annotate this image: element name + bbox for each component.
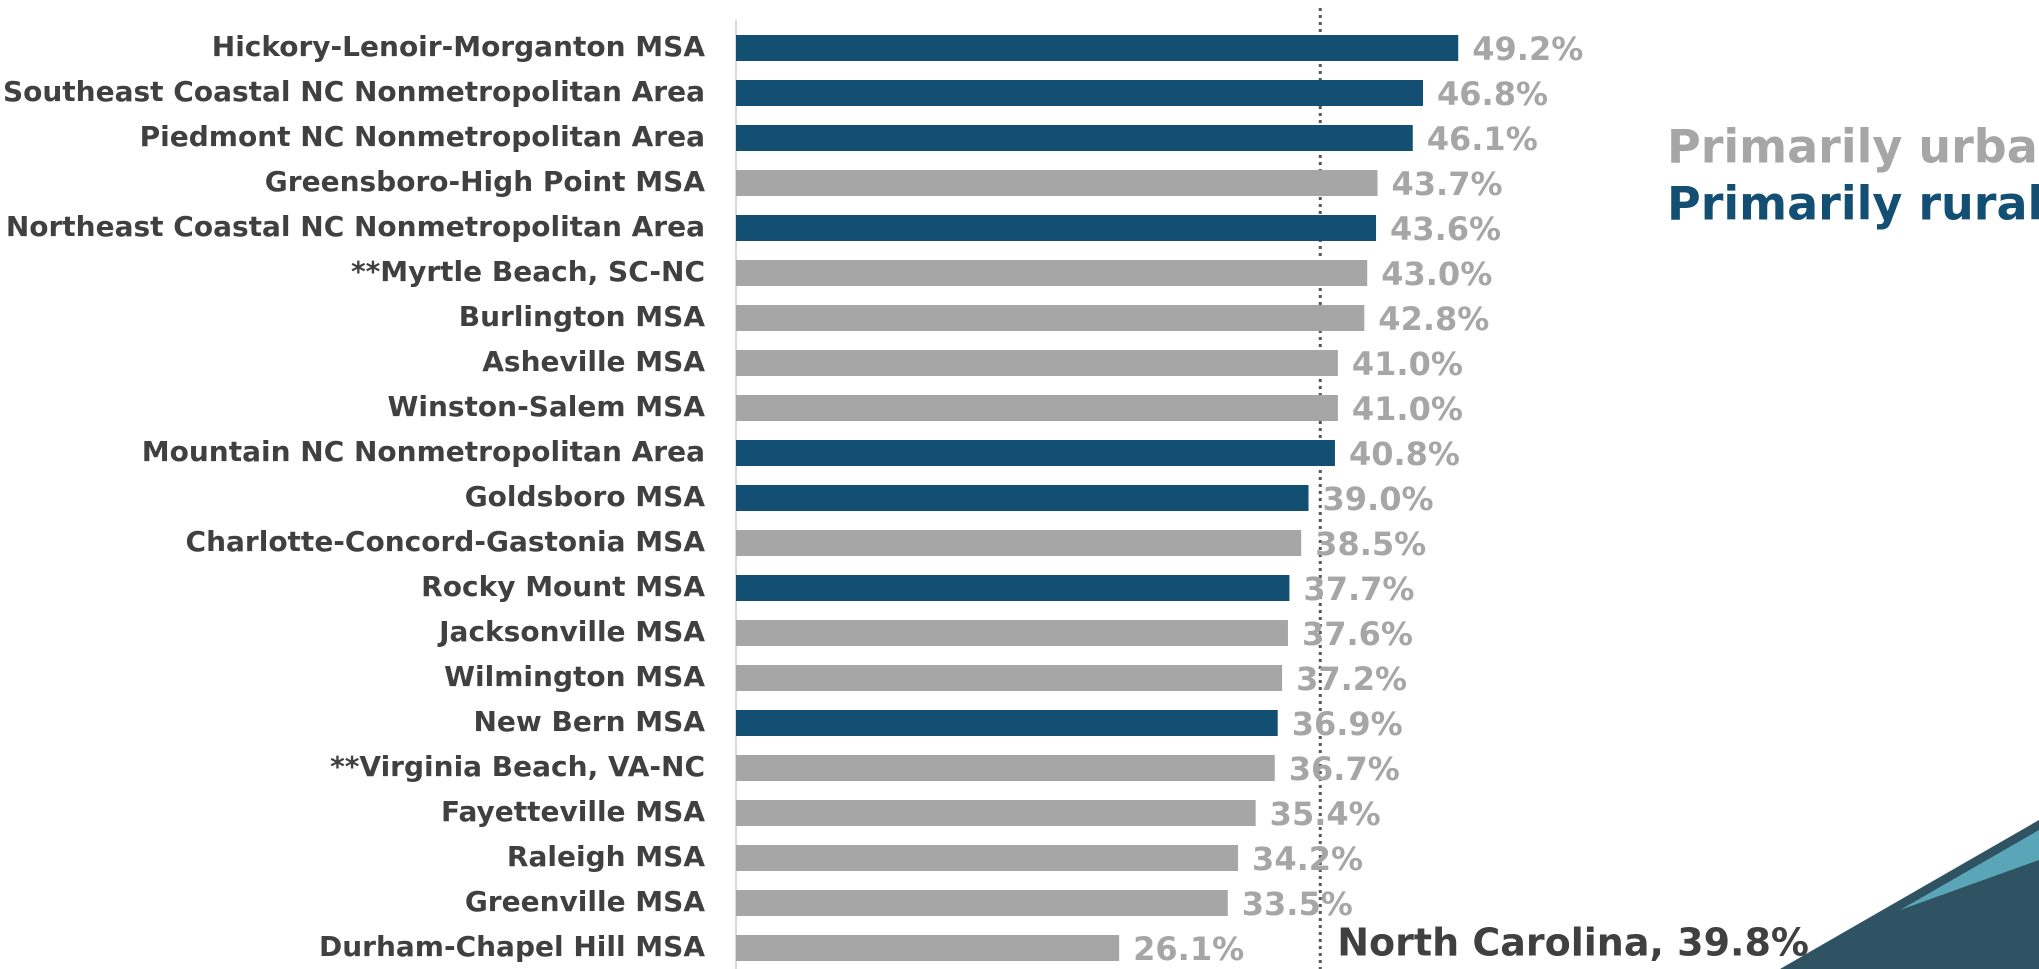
- bar: [736, 305, 1365, 331]
- value-label: 37.2%: [1296, 660, 1407, 698]
- category-label: Northeast Coastal NC Nonmetropolitan Are…: [6, 210, 705, 243]
- category-label: Goldsboro MSA: [465, 480, 706, 513]
- value-label: 39.0%: [1323, 480, 1434, 518]
- value-label: 26.1%: [1133, 930, 1244, 968]
- category-label: New Bern MSA: [473, 705, 705, 738]
- value-label: 43.7%: [1392, 165, 1503, 203]
- category-label: Rocky Mount MSA: [421, 570, 705, 603]
- corner-decoration: [1780, 820, 2039, 969]
- value-label: 38.5%: [1315, 525, 1426, 563]
- value-label: 37.6%: [1302, 615, 1413, 653]
- category-label: Burlington MSA: [459, 300, 706, 333]
- category-label: Hickory-Lenoir-Morganton MSA: [212, 30, 706, 63]
- value-label: 36.9%: [1292, 705, 1403, 743]
- category-label: Greensboro-High Point MSA: [265, 165, 706, 198]
- value-label: 35.4%: [1270, 795, 1381, 833]
- category-label: **Myrtle Beach, SC-NC: [351, 255, 705, 288]
- value-label: 40.8%: [1349, 435, 1460, 473]
- value-label: 37.7%: [1303, 570, 1414, 608]
- bar: [736, 350, 1338, 376]
- bar: [736, 215, 1377, 241]
- reference-label: North Carolina, 39.8%: [1337, 921, 1809, 965]
- value-label: 46.8%: [1437, 75, 1548, 113]
- category-label: Fayetteville MSA: [441, 795, 705, 828]
- bar: [736, 800, 1256, 826]
- bar: [736, 485, 1309, 511]
- category-label: Asheville MSA: [482, 345, 705, 378]
- category-label: Mountain NC Nonmetropolitan Area: [142, 435, 705, 468]
- value-label: 42.8%: [1378, 300, 1489, 338]
- legend-entry: Primarily urban: [1667, 120, 2039, 174]
- bar: [736, 170, 1378, 196]
- value-label: 46.1%: [1427, 120, 1538, 158]
- category-label: Durham-Chapel Hill MSA: [319, 930, 705, 963]
- category-label: **Virginia Beach, VA-NC: [330, 750, 705, 783]
- category-label: Charlotte-Concord-Gastonia MSA: [186, 525, 706, 558]
- bar: [736, 260, 1368, 286]
- bar: [736, 575, 1290, 601]
- category-label: Greenville MSA: [465, 885, 706, 918]
- bar: [736, 80, 1424, 106]
- bar: [736, 845, 1239, 871]
- category-label: Wilmington MSA: [444, 660, 705, 693]
- category-label: Jacksonville MSA: [437, 615, 705, 648]
- bar: [736, 710, 1278, 736]
- bar: [736, 395, 1338, 421]
- value-label: 36.7%: [1289, 750, 1400, 788]
- category-label: Piedmont NC Nonmetropolitan Area: [140, 120, 705, 153]
- value-label: 49.2%: [1472, 30, 1583, 68]
- bar: [736, 665, 1283, 691]
- bar: [736, 35, 1459, 61]
- value-label: 33.5%: [1242, 885, 1353, 923]
- value-label: 41.0%: [1352, 345, 1463, 383]
- bar: [736, 530, 1302, 556]
- value-label: 34.2%: [1252, 840, 1363, 878]
- bar: [736, 620, 1288, 646]
- bar: [736, 125, 1413, 151]
- bar: [736, 440, 1335, 466]
- value-label: 43.6%: [1390, 210, 1501, 248]
- bar: [736, 755, 1275, 781]
- value-label: 43.0%: [1381, 255, 1492, 293]
- category-label: Raleigh MSA: [507, 840, 705, 873]
- category-label: Southeast Coastal NC Nonmetropolitan Are…: [3, 75, 705, 108]
- legend-entry: Primarily rural: [1667, 177, 2039, 231]
- value-label: 41.0%: [1352, 390, 1463, 428]
- bar: [736, 890, 1228, 916]
- category-label: Winston-Salem MSA: [387, 390, 705, 423]
- bar: [736, 935, 1120, 961]
- corner-decoration: [1900, 830, 2039, 910]
